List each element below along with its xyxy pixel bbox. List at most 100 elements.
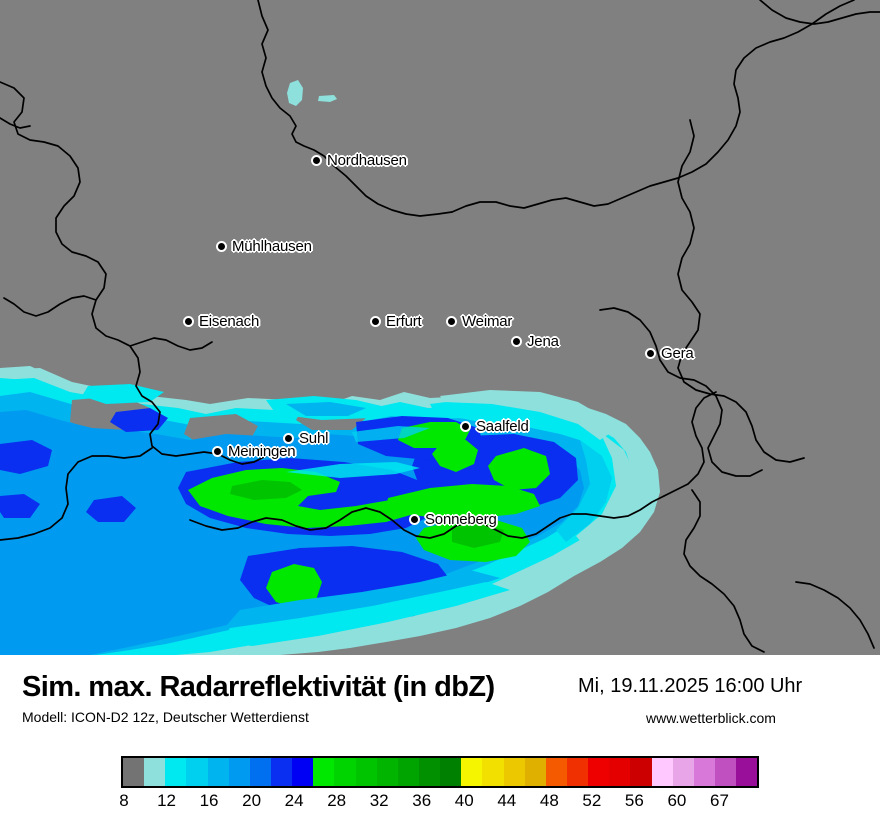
city-dot-icon xyxy=(645,347,656,359)
colorbar-tick-36: 36 xyxy=(412,791,432,810)
colorbar-segment-16 xyxy=(461,758,483,786)
reflectivity-core-green-ring xyxy=(488,448,550,490)
colorbar-tick-12: 12 xyxy=(157,791,176,810)
colorbar-segment-5 xyxy=(228,758,250,786)
colorbar-segment-25 xyxy=(651,758,673,786)
colorbar-segment-7 xyxy=(270,758,293,786)
colorbar-tick-20: 20 xyxy=(242,791,262,810)
city-dot-icon xyxy=(370,315,381,327)
reflectivity-mottle-nw2 xyxy=(286,402,366,416)
radar-map-canvas[interactable] xyxy=(0,0,880,655)
reflectivity-south-soft-16 xyxy=(220,582,510,646)
reflectivity-core-green-east1 xyxy=(386,484,540,518)
city-label: Weimar xyxy=(462,312,513,330)
city-marker-nordhausen[interactable]: Nordhausen xyxy=(311,151,407,169)
reflectivity-core-deepblue-w3 xyxy=(86,496,136,522)
city-marker-saalfeld[interactable]: Saalfeld xyxy=(460,418,529,435)
model-subtitle: Modell: ICON-D2 12z, Deutscher Wetterdie… xyxy=(22,709,309,725)
city-dot-icon xyxy=(409,513,420,525)
colorbar-segment-12 xyxy=(376,758,398,786)
colorbar-segment-27 xyxy=(693,758,715,786)
city-label: Meiningen xyxy=(228,442,296,460)
city-marker-weimar[interactable]: Weimar xyxy=(446,312,513,330)
border-east xyxy=(451,0,855,213)
reflectivity-halo-ne2 xyxy=(440,390,612,440)
colorbar-segment-17 xyxy=(482,758,504,786)
valid-time-label: Mi, 19.11.2025 16:00 Uhr xyxy=(578,675,803,697)
reflectivity-colorbar-ticks: 8 12 16 20 24 28 32 36 40 44 48 52 56 60 67 xyxy=(119,791,759,815)
site-url-label: www.wetterblick.com xyxy=(646,710,776,726)
city-label: Nordhausen xyxy=(327,151,407,169)
colorbar-tick-16: 16 xyxy=(199,791,219,810)
city-dot-icon xyxy=(446,315,457,327)
city-dot-icon xyxy=(283,432,294,444)
border-west xyxy=(0,81,267,465)
reflectivity-filament-1 xyxy=(286,462,420,478)
administrative-borders xyxy=(0,0,880,653)
border-nw-corner xyxy=(0,117,31,129)
city-label: Suhl xyxy=(299,429,329,447)
city-label: Sonneberg xyxy=(425,510,497,528)
city-marker-muehlhausen[interactable]: Mühlhausen xyxy=(216,237,312,255)
reflectivity-colorbar[interactable] xyxy=(121,756,759,788)
colorbar-tick-8: 8 xyxy=(119,791,129,810)
colorbar-segment-29 xyxy=(736,758,758,786)
colorbar-segment-6 xyxy=(249,758,271,786)
city-label: Jena xyxy=(527,332,559,350)
colorbar-segment-2 xyxy=(165,758,187,786)
colorbar-segment-26 xyxy=(672,758,694,786)
colorbar-segment-4 xyxy=(207,758,229,786)
city-marker-meiningen[interactable]: Meiningen xyxy=(212,442,296,460)
city-dot-icon xyxy=(212,445,223,457)
colorbar-segment-24 xyxy=(630,758,652,786)
city-dot-icon xyxy=(183,315,194,327)
border-southeast xyxy=(663,391,717,497)
city-marker-erfurt[interactable]: Erfurt xyxy=(370,312,422,330)
reflectivity-core-green-blob xyxy=(266,564,322,608)
border-nw-inner2 xyxy=(129,337,213,351)
border-south-bayern xyxy=(189,495,665,539)
city-marker-eisenach[interactable]: Eisenach xyxy=(183,312,260,330)
border-gera xyxy=(599,307,763,477)
reflectivity-core-green-dark-2 xyxy=(452,524,504,548)
colorbar-tick-48: 48 xyxy=(539,791,559,810)
reflectivity-rim-east-12 xyxy=(576,432,636,548)
footer-panel: Sim. max. Radarreflektivität (in dbZ) Mo… xyxy=(0,655,880,830)
colorbar-segment-8 xyxy=(292,758,314,786)
city-dot-icon xyxy=(460,420,471,432)
colorbar-segment-13 xyxy=(397,758,419,786)
colorbar-segment-23 xyxy=(609,758,631,786)
border-nw-inner xyxy=(3,295,97,317)
border-far-southeast xyxy=(795,581,875,649)
colorbar-tick-60: 60 xyxy=(667,791,687,810)
border-southeast-2 xyxy=(683,489,765,653)
reflectivity-patch-north-a xyxy=(287,80,303,106)
colorbar-segment-18 xyxy=(503,758,525,786)
city-label: Eisenach xyxy=(199,312,260,330)
reflectivity-core-green-saalfeld2 xyxy=(432,440,478,472)
reflectivity-rim-east-16 xyxy=(556,440,612,542)
reflectivity-core-green-dark-1 xyxy=(230,480,302,500)
city-marker-jena[interactable]: Jena xyxy=(511,332,559,350)
colorbar-segment-11 xyxy=(355,758,377,786)
reflectivity-field xyxy=(0,80,660,655)
reflectivity-filament-2 xyxy=(352,426,430,442)
reflectivity-core-deepblue-w xyxy=(0,440,52,474)
city-dot-icon xyxy=(511,335,522,347)
radar-map-panel[interactable]: Nordhausen Mühlhausen Eisenach Erfurt We… xyxy=(0,0,880,655)
city-marker-sonneberg[interactable]: Sonneberg xyxy=(409,510,497,528)
border-north xyxy=(257,0,453,217)
colorbar-segment-21 xyxy=(566,758,589,786)
border-east-lower xyxy=(677,119,805,463)
city-label: Mühlhausen xyxy=(232,237,312,255)
city-label: Erfurt xyxy=(386,312,422,330)
colorbar-tick-52: 52 xyxy=(582,791,602,810)
reflectivity-mottle-n3 xyxy=(82,384,164,404)
colorbar-tick-40: 40 xyxy=(454,791,474,810)
city-marker-suhl[interactable]: Suhl xyxy=(283,429,329,447)
city-marker-gera[interactable]: Gera xyxy=(645,345,694,362)
colorbar-segment-28 xyxy=(714,758,737,786)
city-dot-icon xyxy=(311,154,322,166)
reflectivity-core-deepblue-n xyxy=(110,408,168,432)
